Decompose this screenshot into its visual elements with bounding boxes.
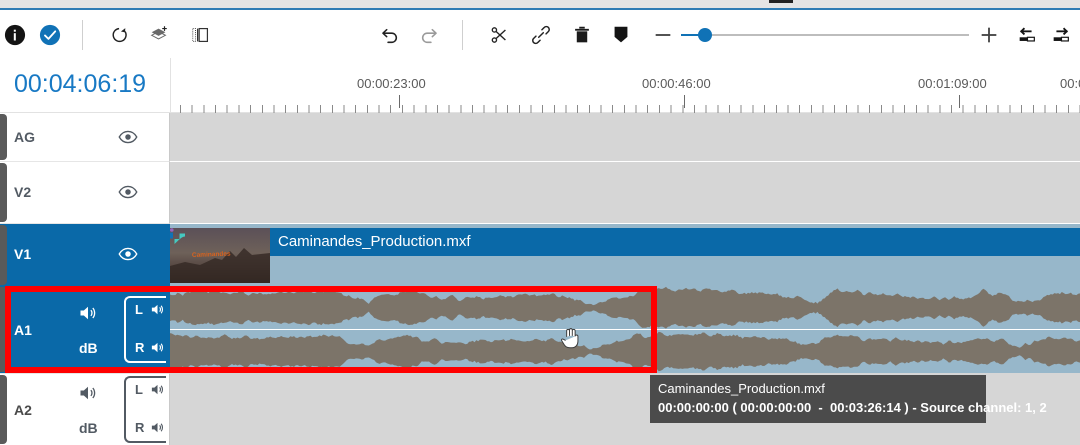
svg-text:Caminandes: Caminandes [192,251,231,259]
